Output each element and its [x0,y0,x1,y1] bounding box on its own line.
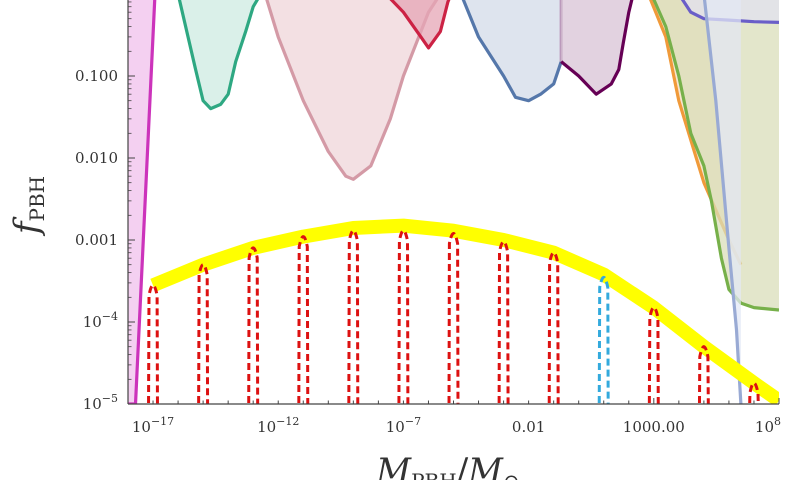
constraint-fill-8 [654,0,779,310]
x-axis-label-main: M [375,451,412,480]
y-tick-label-3: 10−4 [83,310,118,331]
x-tick-label-5-base: 10 [755,418,774,436]
x-tick-label-4: 1000.00 [623,418,685,436]
constraint-line-1 [177,0,260,111]
y-axis-label-sub: PBH [25,176,49,222]
x-tick-label-5-exp: 8 [774,415,781,428]
y-tick-label-3-base: 10 [83,313,102,331]
x-tick-label-5: 108 [755,415,781,436]
constraint-line-4 [461,0,563,103]
constraint-line-8 [652,0,779,312]
x-axis-label-sep: / [457,451,469,480]
mass-function-2 [247,246,260,404]
x-axis-label-sub: PBH [411,469,457,480]
x-tick-label-2: 10−7 [386,415,421,436]
y-tick-label-4: 10−5 [83,392,118,413]
constraint-line-2 [265,0,439,181]
y-tick-label-1: 0.010 [75,149,118,167]
x-tick-label-2-base: 10 [386,418,405,436]
constraint-fill-2 [266,0,437,180]
constraint-line-10 [702,0,743,404]
mass-function-6 [447,232,460,404]
mass-function-1 [197,263,210,404]
mass-function-8 [547,251,560,404]
constraint-fill-6 [561,0,632,95]
x-tick-label-1-base: 10 [257,418,276,436]
constraint-regions [128,0,779,404]
constraint-line-0 [128,0,157,404]
constraint-line-6 [560,0,634,96]
constraint-fill-4 [463,0,562,101]
mass-function-4 [347,229,360,404]
x-tick-label-3: 0.01 [512,418,545,436]
y-tick-label-4-exp: −5 [102,392,118,405]
x-axis-label-main2: M [467,451,504,480]
tick-labels: 10−17 10−12 10−7 0.01 1000.00 1080.1000.0100.… [75,67,781,436]
y-tick-label-0: 0.100 [75,67,118,85]
axes [127,0,780,405]
x-axis-label: MPBH/M⊙ [375,451,520,480]
x-axis-label-sub2: ⊙ [503,469,520,480]
mass-function-11 [697,345,710,404]
mass-function-layer [147,229,760,404]
y-tick-label-2: 0.001 [75,231,118,249]
constraint-fill-10 [704,0,741,404]
x-tick-label-2-exp: −7 [405,415,421,428]
x-tick-label-1-exp: −12 [276,415,299,428]
x-tick-label-1: 10−12 [257,415,299,436]
y-axis-label: fPBH [7,176,49,237]
x-tick-label-0-base: 10 [132,418,151,436]
x-tick-label-0-exp: −17 [151,415,174,428]
y-tick-label-4-base: 10 [83,395,102,413]
x-tick-label-0: 10−17 [132,415,174,436]
mass-function-7 [497,240,510,404]
mass-function-0 [147,283,159,404]
envelope-line [150,218,779,404]
mass-function-9 [597,275,610,404]
constraint-line-3 [389,0,451,50]
y-tick-label-3-exp: −4 [102,310,118,323]
mass-function-3 [297,235,310,404]
mass-function-5 [397,229,410,404]
constraint-fill-0 [128,0,155,404]
constraint-fill-3 [391,0,449,48]
envelope-layer [150,218,779,404]
